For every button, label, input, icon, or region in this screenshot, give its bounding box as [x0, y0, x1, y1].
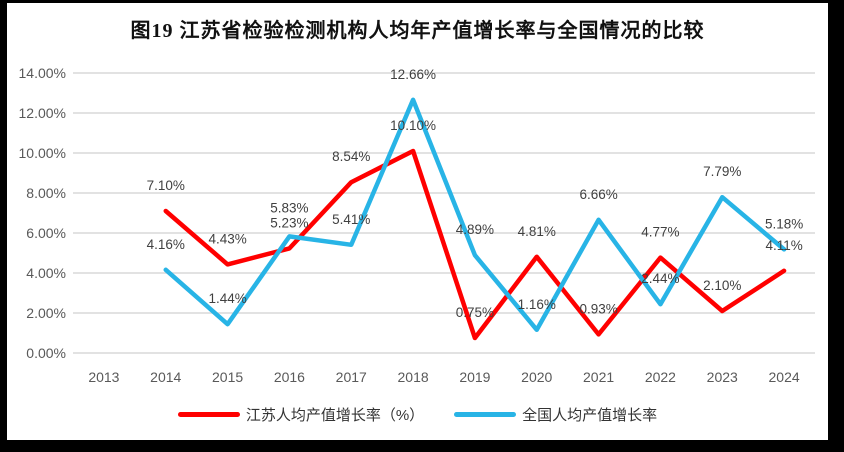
- chart-canvas: [7, 3, 828, 440]
- legend-label-jiangsu: 江苏人均产值增长率（%）: [245, 406, 425, 424]
- x-tick-label: 2014: [150, 369, 181, 385]
- data-label: 5.23%: [270, 215, 308, 230]
- x-tick-label: 2020: [521, 369, 552, 385]
- series-line-0: [163, 148, 787, 341]
- series-line-1: [163, 97, 787, 333]
- x-tick-label: 2021: [583, 369, 614, 385]
- data-label: 5.41%: [332, 212, 370, 227]
- data-label: 7.10%: [147, 178, 185, 193]
- x-tick-label: 2019: [459, 369, 490, 385]
- data-label: 2.10%: [703, 278, 741, 293]
- data-label: 10.10%: [390, 118, 436, 133]
- legend-line-swatch-jiangsu: [177, 411, 240, 417]
- y-tick-label: 8.00%: [26, 185, 66, 201]
- x-tick-label: 2022: [645, 369, 676, 385]
- x-tick-label: 2018: [398, 369, 429, 385]
- data-label: 4.81%: [518, 224, 556, 239]
- legend-line-swatch-national: [454, 411, 517, 417]
- data-label: 2.44%: [641, 271, 679, 286]
- x-tick-label: 2013: [88, 369, 119, 385]
- data-label: 8.54%: [332, 149, 370, 164]
- data-label: 4.89%: [456, 222, 494, 237]
- data-label: 5.83%: [270, 200, 308, 215]
- data-label: 1.44%: [208, 291, 246, 306]
- data-label: 4.43%: [208, 231, 246, 246]
- data-label: 12.66%: [390, 67, 436, 82]
- chart-title: 图19 江苏省检验检测机构人均年产值增长率与全国情况的比较: [130, 20, 705, 42]
- y-tick-label: 0.00%: [26, 345, 66, 361]
- y-tick-label: 12.00%: [19, 105, 66, 121]
- data-label: 4.16%: [147, 237, 185, 252]
- data-label: 4.11%: [765, 238, 802, 253]
- data-label: 6.66%: [579, 187, 617, 202]
- x-tick-label: 2017: [336, 369, 367, 385]
- x-tick-label: 2016: [274, 369, 305, 385]
- y-tick-label: 14.00%: [19, 65, 66, 81]
- legend-item-national: 全国人均产值增长率: [454, 404, 657, 425]
- data-label: 0.75%: [456, 305, 494, 320]
- data-label: 0.93%: [579, 301, 617, 316]
- x-tick-label: 2015: [212, 369, 243, 385]
- data-label: 7.79%: [703, 164, 741, 179]
- y-tick-label: 2.00%: [26, 305, 66, 321]
- y-tick-label: 6.00%: [26, 225, 66, 241]
- y-tick-label: 4.00%: [26, 265, 66, 281]
- chart-legend: 江苏人均产值增长率（%） 全国人均产值增长率: [7, 402, 828, 426]
- data-label: 1.16%: [518, 297, 556, 312]
- data-label: 4.77%: [641, 225, 679, 240]
- legend-label-national: 全国人均产值增长率: [522, 406, 658, 424]
- data-label: 5.18%: [765, 216, 803, 231]
- y-tick-label: 10.00%: [19, 145, 66, 161]
- legend-item-jiangsu: 江苏人均产值增长率（%）: [177, 404, 425, 425]
- x-tick-label: 2023: [707, 369, 738, 385]
- x-tick-label: 2024: [769, 369, 800, 385]
